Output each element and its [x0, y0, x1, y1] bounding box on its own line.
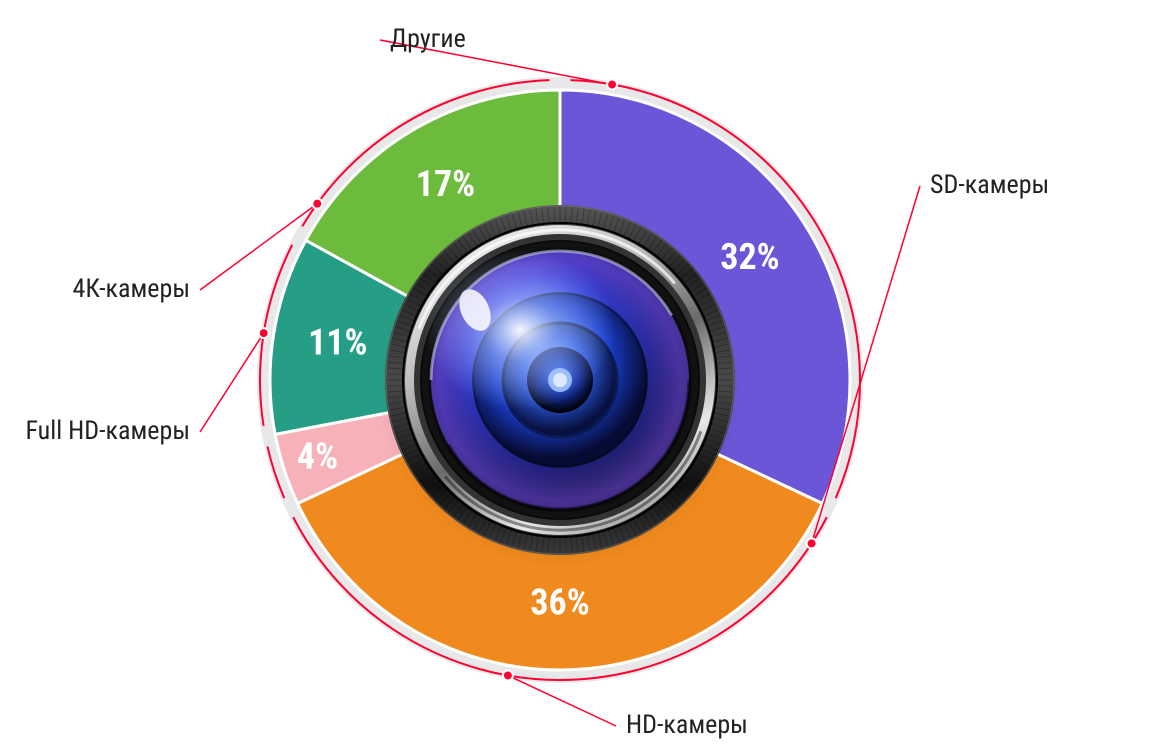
callout-dot	[807, 538, 817, 548]
callout-dot	[607, 80, 617, 90]
callout-dot	[259, 328, 269, 338]
callout-label: Full HD-камеры	[25, 416, 190, 446]
slice-pct-label: 4%	[297, 435, 338, 477]
slice-pct-label: 32%	[720, 236, 779, 278]
camera-pie-chart: 32% 36% 4% 11% 17% SD-камеры HD-камеры Full HD-…	[0, 0, 1159, 750]
callout-line	[200, 333, 264, 432]
slice-pct-label: 11%	[308, 321, 367, 363]
slice-pct-label: 17%	[416, 163, 475, 205]
callout-label: SD-камеры	[930, 170, 1049, 200]
callout-line	[508, 675, 616, 726]
callout-label: Другие	[390, 24, 466, 54]
callout-label: HD-камеры	[626, 710, 748, 740]
slice-pct-label: 36%	[530, 582, 589, 624]
callout-label: 4К-камеры	[73, 274, 190, 304]
callout-dot	[503, 670, 513, 680]
callout-dot	[312, 199, 322, 209]
